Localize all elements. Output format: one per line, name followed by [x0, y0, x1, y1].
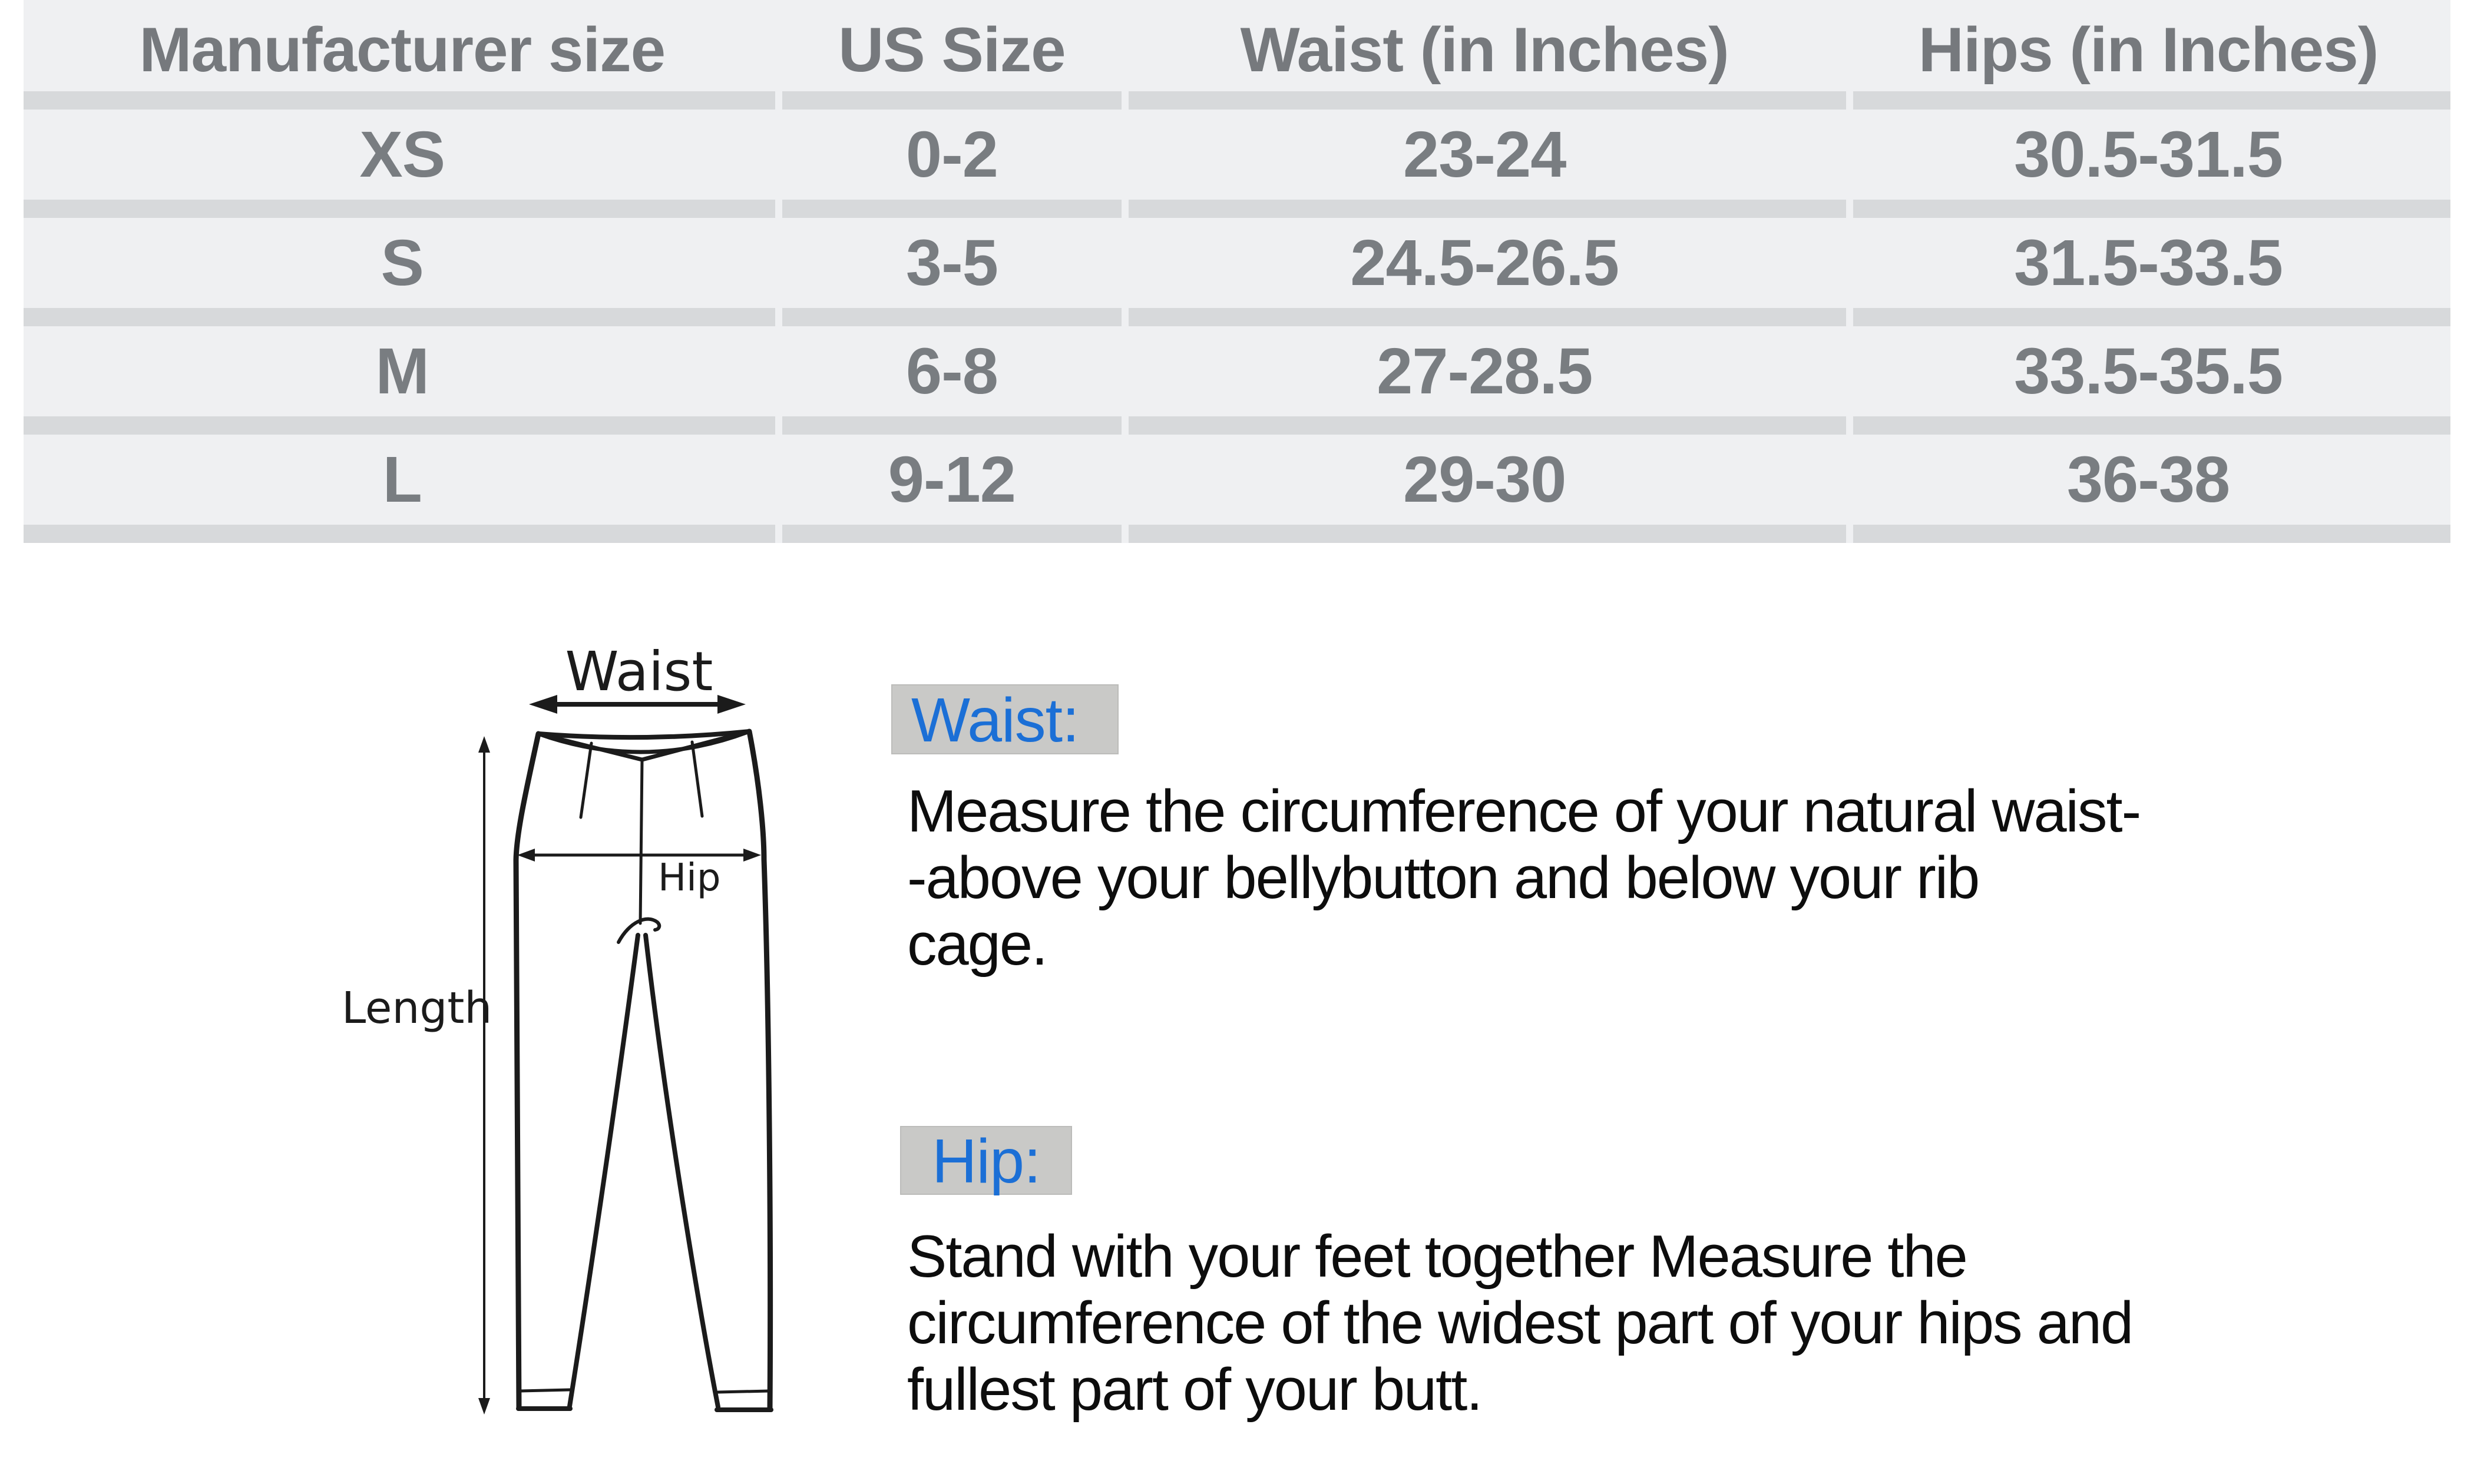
cell-hips: 36-38 — [2066, 443, 2230, 516]
cell-us-size: 9-12 — [888, 443, 1016, 516]
hip-arrow — [517, 849, 761, 862]
leggings-measurement-diagram: Waist Hip — [342, 640, 773, 1415]
waist-instructions: Measure the circumference of your natura… — [907, 779, 2141, 978]
table-row-xs: XS 0-2 23-24 30.5-31.5 — [24, 110, 2450, 200]
column-header-waist: Waist (in Inches) — [1240, 14, 1729, 85]
table-divider — [24, 308, 2450, 326]
table-row-m: M 6-8 27-28.5 33.5-35.5 — [24, 326, 2450, 416]
cell-size: S — [381, 227, 424, 299]
table-row-s: S 3-5 24.5-26.5 31.5-33.5 — [24, 218, 2450, 308]
cell-hips: 31.5-33.5 — [2014, 227, 2283, 299]
cell-us-size: 6-8 — [905, 335, 998, 408]
waist-heading: Waist: — [891, 684, 1119, 755]
table-row-l: L 9-12 29-30 36-38 — [24, 435, 2450, 525]
leggings-outline — [513, 728, 773, 1412]
hip-instructions: Stand with your feet together Measure th… — [907, 1224, 2134, 1423]
cell-us-size: 3-5 — [905, 227, 998, 299]
cell-size: L — [382, 443, 422, 516]
cell-hips: 30.5-31.5 — [2014, 118, 2283, 191]
cell-us-size: 0-2 — [905, 118, 998, 191]
table-divider — [24, 200, 2450, 218]
cell-waist: 24.5-26.5 — [1350, 227, 1619, 299]
waist-arrow — [529, 695, 746, 714]
column-header-us-size: US Size — [838, 14, 1066, 85]
table-divider — [24, 525, 2450, 543]
table-divider — [24, 91, 2450, 110]
cell-waist: 29-30 — [1403, 443, 1566, 516]
table-divider — [24, 416, 2450, 435]
cell-size: M — [375, 335, 429, 408]
diagram-hip-label: Hip — [658, 856, 721, 900]
hip-heading: Hip: — [900, 1126, 1072, 1196]
column-header-hips: Hips (in Inches) — [1918, 14, 2379, 85]
cell-waist: 27-28.5 — [1377, 335, 1593, 408]
cell-hips: 33.5-35.5 — [2014, 335, 2283, 408]
cell-waist: 23-24 — [1403, 118, 1566, 191]
diagram-length-label: Length — [342, 983, 492, 1034]
cell-size: XS — [359, 118, 445, 191]
table-header-row: Manufacturer size US Size Waist (in Inch… — [24, 0, 2450, 91]
length-arrow — [478, 736, 490, 1415]
column-header-manufacturer-size: Manufacturer size — [139, 14, 666, 85]
diagram-waist-label: Waist — [565, 640, 713, 703]
size-chart-table: Manufacturer size US Size Waist (in Inch… — [24, 0, 2450, 543]
